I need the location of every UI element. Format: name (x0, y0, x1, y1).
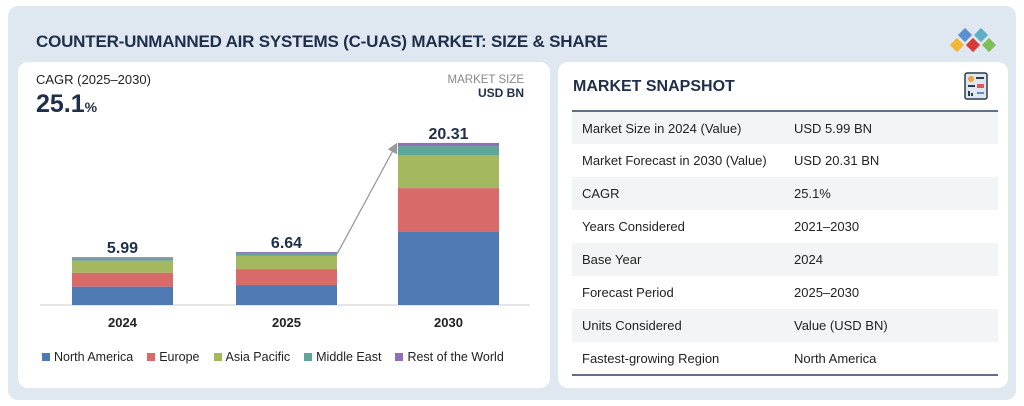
market-size-label: MARKET SIZE USD BN (448, 74, 524, 100)
cagr-number: 25.1 (36, 90, 85, 118)
row-label: Fastest-growing Region (582, 350, 720, 366)
legend-label: Asia Pacific (225, 350, 291, 364)
cagr-unit: % (84, 99, 98, 115)
page-title: COUNTER-UNMANNED AIR SYSTEMS (C-UAS) MAR… (36, 32, 608, 51)
legend-item: North America (42, 350, 133, 364)
bar-segment-rest-of-world-2024 (72, 257, 173, 259)
row-label: Market Forecast in 2030 (Value) (582, 153, 767, 168)
bar-segment-europe-2030 (398, 188, 499, 232)
cagr-value: 25.1% (36, 90, 97, 119)
market-snapshot-card: MARKET SNAPSHOT Market Size in 2024 (Val… (558, 62, 1008, 388)
row-label: Forecast Period (582, 285, 674, 300)
bar-segment-north-america-2030 (398, 231, 499, 305)
snapshot-row: Base Year 2024 (572, 243, 998, 276)
row-value: USD 5.99 BN (794, 120, 873, 136)
x-tick-label: 2030 (434, 315, 463, 330)
snapshot-title: MARKET SNAPSHOT (573, 78, 735, 95)
bar-segment-asia-pacific-2024 (72, 260, 173, 273)
market-size-unit: USD BN (477, 86, 524, 100)
legend-swatch (213, 353, 222, 361)
row-label: Base Year (582, 252, 642, 267)
chart-legend: North America Europe Asia Pacific Middle Ea… (42, 350, 504, 364)
snapshot-row: Market Forecast in 2030 (Value) USD 20.31… (572, 144, 998, 177)
row-value: USD 20.31 BN (794, 153, 880, 168)
market-size-title: MARKET SIZE (447, 74, 524, 86)
bar-segment-middle-east-2025 (236, 252, 337, 256)
row-label: Years Considered (582, 219, 685, 234)
snapshot-row: Years Considered 2021–2030 (572, 210, 998, 243)
row-label: Market Size in 2024 (Value) (582, 120, 742, 136)
bar-total-label: 6.64 (271, 235, 302, 252)
row-label: CAGR (582, 186, 620, 201)
row-value: 25.1% (794, 186, 831, 201)
growth-arrow (336, 142, 398, 255)
bar-segment-middle-east-2030 (398, 146, 499, 156)
report-icon (964, 72, 988, 100)
stacked-bar-chart: 5.99 2024 6.64 2025 20.31 2030 (40, 126, 530, 330)
legend-label: Middle East (316, 350, 382, 364)
cagr-label: CAGR (2025–2030) (36, 72, 151, 87)
snapshot-row: Fastest-growing Region North America (572, 342, 998, 375)
legend-item: Europe (147, 350, 200, 364)
legend-item: Middle East (304, 350, 381, 364)
bar-total-label: 5.99 (107, 240, 138, 257)
legend-item: Asia Pacific (213, 350, 291, 364)
row-value: North America (794, 350, 877, 366)
market-size-chart-card: CAGR (2025–2030) 25.1% MARKET SIZE USD BN… (18, 62, 550, 388)
snapshot-row: Market Size in 2024 (Value) USD 5.99 BN (572, 111, 998, 144)
row-value: 2025–2030 (794, 285, 860, 300)
bar-segment-asia-pacific-2025 (236, 255, 337, 270)
snapshot-row: CAGR 25.1% (572, 177, 998, 210)
bar-segment-middle-east-2024 (72, 258, 173, 261)
snapshot-row: Forecast Period 2025–2030 (572, 276, 998, 309)
x-tick-label: 2025 (272, 315, 301, 330)
bar-total-label: 20.31 (428, 126, 468, 143)
bar-segment-europe-2024 (72, 272, 173, 287)
legend-label: North America (54, 350, 134, 364)
bar-segment-north-america-2024 (72, 286, 173, 305)
legend-label: Europe (159, 350, 200, 364)
legend-swatch (42, 353, 50, 361)
snapshot-table: Market Size in 2024 (Value) USD 5.99 BN Ma… (572, 110, 998, 376)
brand-logo-icon (949, 28, 997, 53)
legend-item: Rest of the World (395, 350, 504, 364)
row-value: Value (USD BN) (794, 318, 888, 333)
bar-segment-asia-pacific-2030 (398, 155, 499, 189)
legend-swatch (304, 353, 313, 361)
legend-swatch (395, 353, 404, 361)
snapshot-row: Units Considered Value (USD BN) (572, 309, 998, 342)
legend-label: Rest of the World (407, 350, 504, 364)
bar-segment-europe-2025 (236, 269, 337, 286)
bar-segment-rest-of-world-2030 (398, 142, 499, 147)
legend-swatch (147, 353, 156, 361)
row-value: 2024 (794, 252, 823, 267)
row-label: Units Considered (582, 318, 682, 333)
bar-segment-north-america-2025 (236, 285, 337, 305)
x-tick-label: 2024 (108, 315, 138, 330)
row-value: 2021–2030 (794, 219, 860, 234)
bar-segment-rest-of-world-2025 (236, 252, 337, 253)
